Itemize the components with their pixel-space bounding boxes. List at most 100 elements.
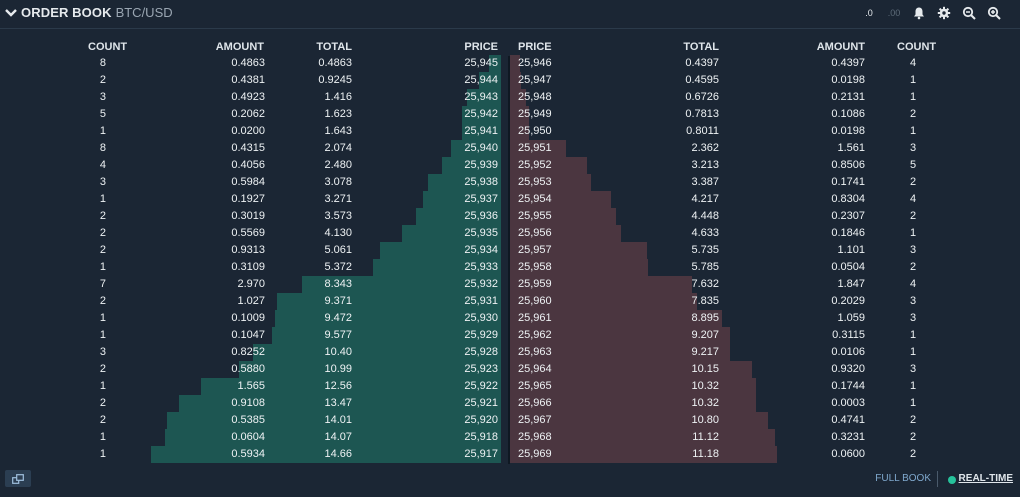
title-toggle[interactable]: ORDER BOOK BTC/USD — [4, 5, 173, 20]
ask-amount: 1.101 — [837, 244, 865, 256]
bid-price: 25,917 — [464, 448, 498, 460]
ask-count: 1 — [910, 74, 917, 86]
bid-amount: 0.4923 — [231, 91, 265, 103]
ask-row[interactable]: 25,954 4.217 0.8304 4 — [510, 191, 1020, 208]
bid-row[interactable]: 4 0.4056 2.480 25,939 — [0, 157, 508, 174]
ask-row[interactable]: 25,947 0.4595 0.0198 1 — [510, 72, 1020, 89]
bid-row[interactable]: 8 0.4315 2.074 25,940 — [0, 140, 508, 157]
bid-row[interactable]: 8 0.4863 0.4863 25,945 — [0, 55, 508, 72]
zoom-out-button[interactable] — [961, 5, 977, 21]
ask-row[interactable]: 25,960 7.835 0.2029 3 — [510, 293, 1020, 310]
ask-row[interactable]: 25,969 11.18 0.0600 2 — [510, 446, 1020, 463]
ask-amount: 0.0198 — [831, 74, 865, 86]
bid-count: 1 — [99, 431, 106, 443]
bid-count-header[interactable]: COUNT — [88, 41, 128, 53]
bid-depth-bar — [451, 140, 501, 157]
bid-row[interactable]: 1 0.1047 9.577 25,929 — [0, 327, 508, 344]
ask-row[interactable]: 25,950 0.8011 0.0198 1 — [510, 123, 1020, 140]
bid-total-header[interactable]: TOTAL — [316, 41, 352, 53]
bid-amount: 0.9313 — [231, 244, 265, 256]
bid-row[interactable]: 3 0.4923 1.416 25,943 — [0, 89, 508, 106]
ask-row[interactable]: 25,958 5.785 0.0504 2 — [510, 259, 1020, 276]
bid-price: 25,934 — [464, 244, 498, 256]
popout-button[interactable] — [5, 470, 31, 487]
ask-amount: 0.2131 — [831, 91, 865, 103]
bid-row[interactable]: 2 0.3019 3.573 25,936 — [0, 208, 508, 225]
alerts-button[interactable] — [911, 5, 927, 21]
bid-total: 10.99 — [324, 363, 352, 375]
ask-total: 2.362 — [691, 142, 719, 154]
bid-row[interactable]: 1 0.5934 14.66 25,917 — [0, 446, 508, 463]
bid-row[interactable]: 2 0.5880 10.99 25,923 — [0, 361, 508, 378]
ask-row[interactable]: 25,957 5.735 1.101 3 — [510, 242, 1020, 259]
bid-depth-bar — [402, 225, 501, 242]
bid-price-header[interactable]: PRICE — [464, 41, 498, 53]
ask-row[interactable]: 25,948 0.6726 0.2131 1 — [510, 89, 1020, 106]
zoom-out-icon — [962, 6, 976, 20]
ask-price: 25,950 — [518, 125, 552, 137]
bid-row[interactable]: 3 0.5984 3.078 25,938 — [0, 174, 508, 191]
bid-depth-bar — [201, 378, 501, 395]
ask-row[interactable]: 25,963 9.217 0.0106 1 — [510, 344, 1020, 361]
ask-row[interactable]: 25,965 10.32 0.1744 1 — [510, 378, 1020, 395]
bid-depth-bar — [428, 174, 501, 191]
ask-row[interactable]: 25,946 0.4397 0.4397 4 — [510, 55, 1020, 72]
ask-row[interactable]: 25,968 11.12 0.3231 2 — [510, 429, 1020, 446]
bid-amount-header[interactable]: AMOUNT — [215, 41, 264, 53]
ask-row[interactable]: 25,967 10.80 0.4741 2 — [510, 412, 1020, 429]
bid-row[interactable]: 2 0.5569 4.130 25,935 — [0, 225, 508, 242]
bid-row[interactable]: 5 0.2062 1.623 25,942 — [0, 106, 508, 123]
ask-price: 25,967 — [518, 414, 552, 426]
increase-precision-button[interactable]: .00 — [886, 5, 902, 21]
ask-price: 25,948 — [518, 91, 552, 103]
bid-row[interactable]: 1 0.0604 14.07 25,918 — [0, 429, 508, 446]
ask-row[interactable]: 25,952 3.213 0.8506 5 — [510, 157, 1020, 174]
zoom-in-button[interactable] — [986, 5, 1002, 21]
ask-row[interactable]: 25,949 0.7813 0.1086 2 — [510, 106, 1020, 123]
ask-total: 0.4595 — [685, 74, 719, 86]
bid-row[interactable]: 1 0.1009 9.472 25,930 — [0, 310, 508, 327]
bid-row[interactable]: 2 0.5385 14.01 25,920 — [0, 412, 508, 429]
ask-row[interactable]: 25,956 4.633 0.1846 1 — [510, 225, 1020, 242]
ask-amount: 0.1846 — [831, 227, 865, 239]
ask-total-header[interactable]: TOTAL — [683, 41, 719, 53]
ask-row[interactable]: 25,951 2.362 1.561 3 — [510, 140, 1020, 157]
bid-depth-bar — [462, 123, 501, 140]
ask-row[interactable]: 25,953 3.387 0.1741 2 — [510, 174, 1020, 191]
bid-row[interactable]: 1 0.0200 1.643 25,941 — [0, 123, 508, 140]
bid-count: 2 — [99, 397, 106, 409]
bid-amount: 0.3109 — [231, 261, 265, 273]
ask-count: 3 — [910, 142, 917, 154]
bid-depth-bar — [239, 361, 501, 378]
chevron-down-icon[interactable] — [4, 6, 18, 20]
ask-row[interactable]: 25,959 7.632 1.847 4 — [510, 276, 1020, 293]
bid-row[interactable]: 3 0.8252 10.40 25,928 — [0, 344, 508, 361]
bid-total: 4.130 — [324, 227, 352, 239]
bid-total: 14.01 — [324, 414, 352, 426]
ask-count: 2 — [910, 414, 917, 426]
bid-row[interactable]: 2 0.9313 5.061 25,934 — [0, 242, 508, 259]
decrease-precision-button[interactable]: .0 — [861, 5, 877, 21]
bid-row[interactable]: 2 0.9108 13.47 25,921 — [0, 395, 508, 412]
ask-row[interactable]: 25,966 10.32 0.0003 1 — [510, 395, 1020, 412]
bid-count: 1 — [99, 380, 106, 392]
bid-row[interactable]: 2 1.027 9.371 25,931 — [0, 293, 508, 310]
full-book-link[interactable]: FULL BOOK — [875, 473, 931, 484]
ask-row[interactable]: 25,962 9.207 0.3115 1 — [510, 327, 1020, 344]
ask-price: 25,955 — [518, 210, 552, 222]
bid-row[interactable]: 1 0.1927 3.271 25,937 — [0, 191, 508, 208]
ask-row[interactable]: 25,961 8.895 1.059 3 — [510, 310, 1020, 327]
settings-button[interactable] — [936, 5, 952, 21]
bid-row[interactable]: 7 2.970 8.343 25,932 — [0, 276, 508, 293]
realtime-link[interactable]: REAL-TIME — [958, 473, 1013, 484]
ask-row[interactable]: 25,955 4.448 0.2307 2 — [510, 208, 1020, 225]
bid-row[interactable]: 1 0.3109 5.372 25,933 — [0, 259, 508, 276]
bid-amount: 1.027 — [237, 295, 265, 307]
bid-row[interactable]: 2 0.4381 0.9245 25,944 — [0, 72, 508, 89]
bid-price: 25,937 — [464, 193, 498, 205]
ask-amount-header[interactable]: AMOUNT — [816, 41, 865, 53]
ask-count-header[interactable]: COUNT — [897, 41, 937, 53]
ask-price-header[interactable]: PRICE — [518, 41, 552, 53]
ask-row[interactable]: 25,964 10.15 0.9320 3 — [510, 361, 1020, 378]
bid-row[interactable]: 1 1.565 12.56 25,922 — [0, 378, 508, 395]
